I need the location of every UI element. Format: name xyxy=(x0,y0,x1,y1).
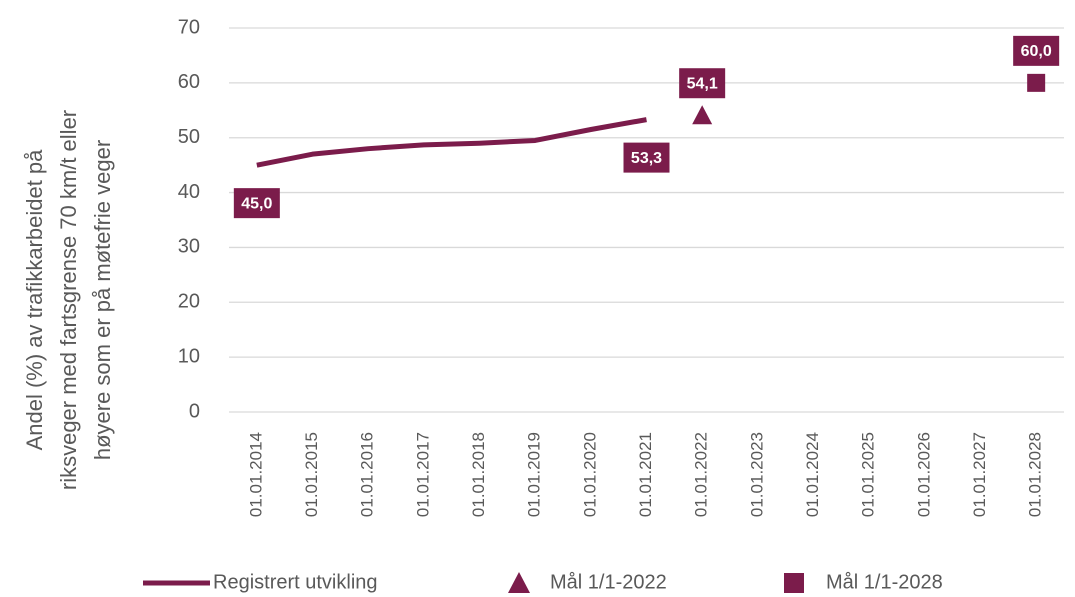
value-label-box xyxy=(233,188,280,219)
x-tick-label: 01.01.2014 xyxy=(246,432,265,517)
y-tick-label: 30 xyxy=(178,236,200,258)
legend-swatch xyxy=(784,573,804,593)
y-tick-label: 60 xyxy=(178,71,200,93)
y-tick-label: 70 xyxy=(178,16,200,38)
y-tick-label: 0 xyxy=(189,400,200,422)
value-label: 53,3 xyxy=(631,150,662,167)
marker xyxy=(1027,73,1046,92)
value-label-box xyxy=(1013,35,1060,66)
legend-label: Mål 1/1-2022 xyxy=(550,571,667,593)
x-tick-label: 01.01.2019 xyxy=(525,432,544,517)
x-tick-label: 01.01.2016 xyxy=(358,432,377,517)
x-tick-label: 01.01.2023 xyxy=(747,432,766,517)
value-label-box xyxy=(623,142,670,173)
x-tick-label: 01.01.2026 xyxy=(914,432,933,517)
x-tick-label: 01.01.2017 xyxy=(413,432,432,517)
value-label: 60,0 xyxy=(1021,43,1052,60)
value-label-box xyxy=(679,68,726,99)
y-tick-label: 50 xyxy=(178,126,200,148)
x-tick-label: 01.01.2015 xyxy=(302,432,321,517)
x-tick-label: 01.01.2020 xyxy=(580,432,599,517)
line xyxy=(256,117,647,168)
value-label: 45,0 xyxy=(241,195,272,212)
y-tick-label: 20 xyxy=(178,291,200,313)
y-tick-label: 40 xyxy=(178,181,200,203)
y-axis-label: Andel (%) av trafikkarbeidet på xyxy=(22,149,47,451)
value-label: 54,1 xyxy=(687,75,718,92)
x-tick-label: 01.01.2024 xyxy=(803,432,822,517)
y-axis-label: høyere som er på møtefrie veger xyxy=(90,140,115,460)
marker xyxy=(692,105,713,125)
legend-swatch xyxy=(508,572,530,593)
x-tick-label: 01.01.2018 xyxy=(469,432,488,517)
y-tick-label: 10 xyxy=(178,345,200,367)
x-tick-label: 01.01.2027 xyxy=(970,432,989,517)
x-tick-label: 01.01.2022 xyxy=(692,432,711,517)
x-tick-label: 01.01.2028 xyxy=(1026,432,1045,517)
legend-label: Mål 1/1-2028 xyxy=(826,571,943,593)
y-axis-label: riksveger med fartsgrense 70 km/t eller xyxy=(56,110,81,490)
x-tick-label: 01.01.2025 xyxy=(859,432,878,517)
x-tick-label: 01.01.2021 xyxy=(636,432,655,517)
legend-label: Registrert utvikling xyxy=(213,571,378,593)
